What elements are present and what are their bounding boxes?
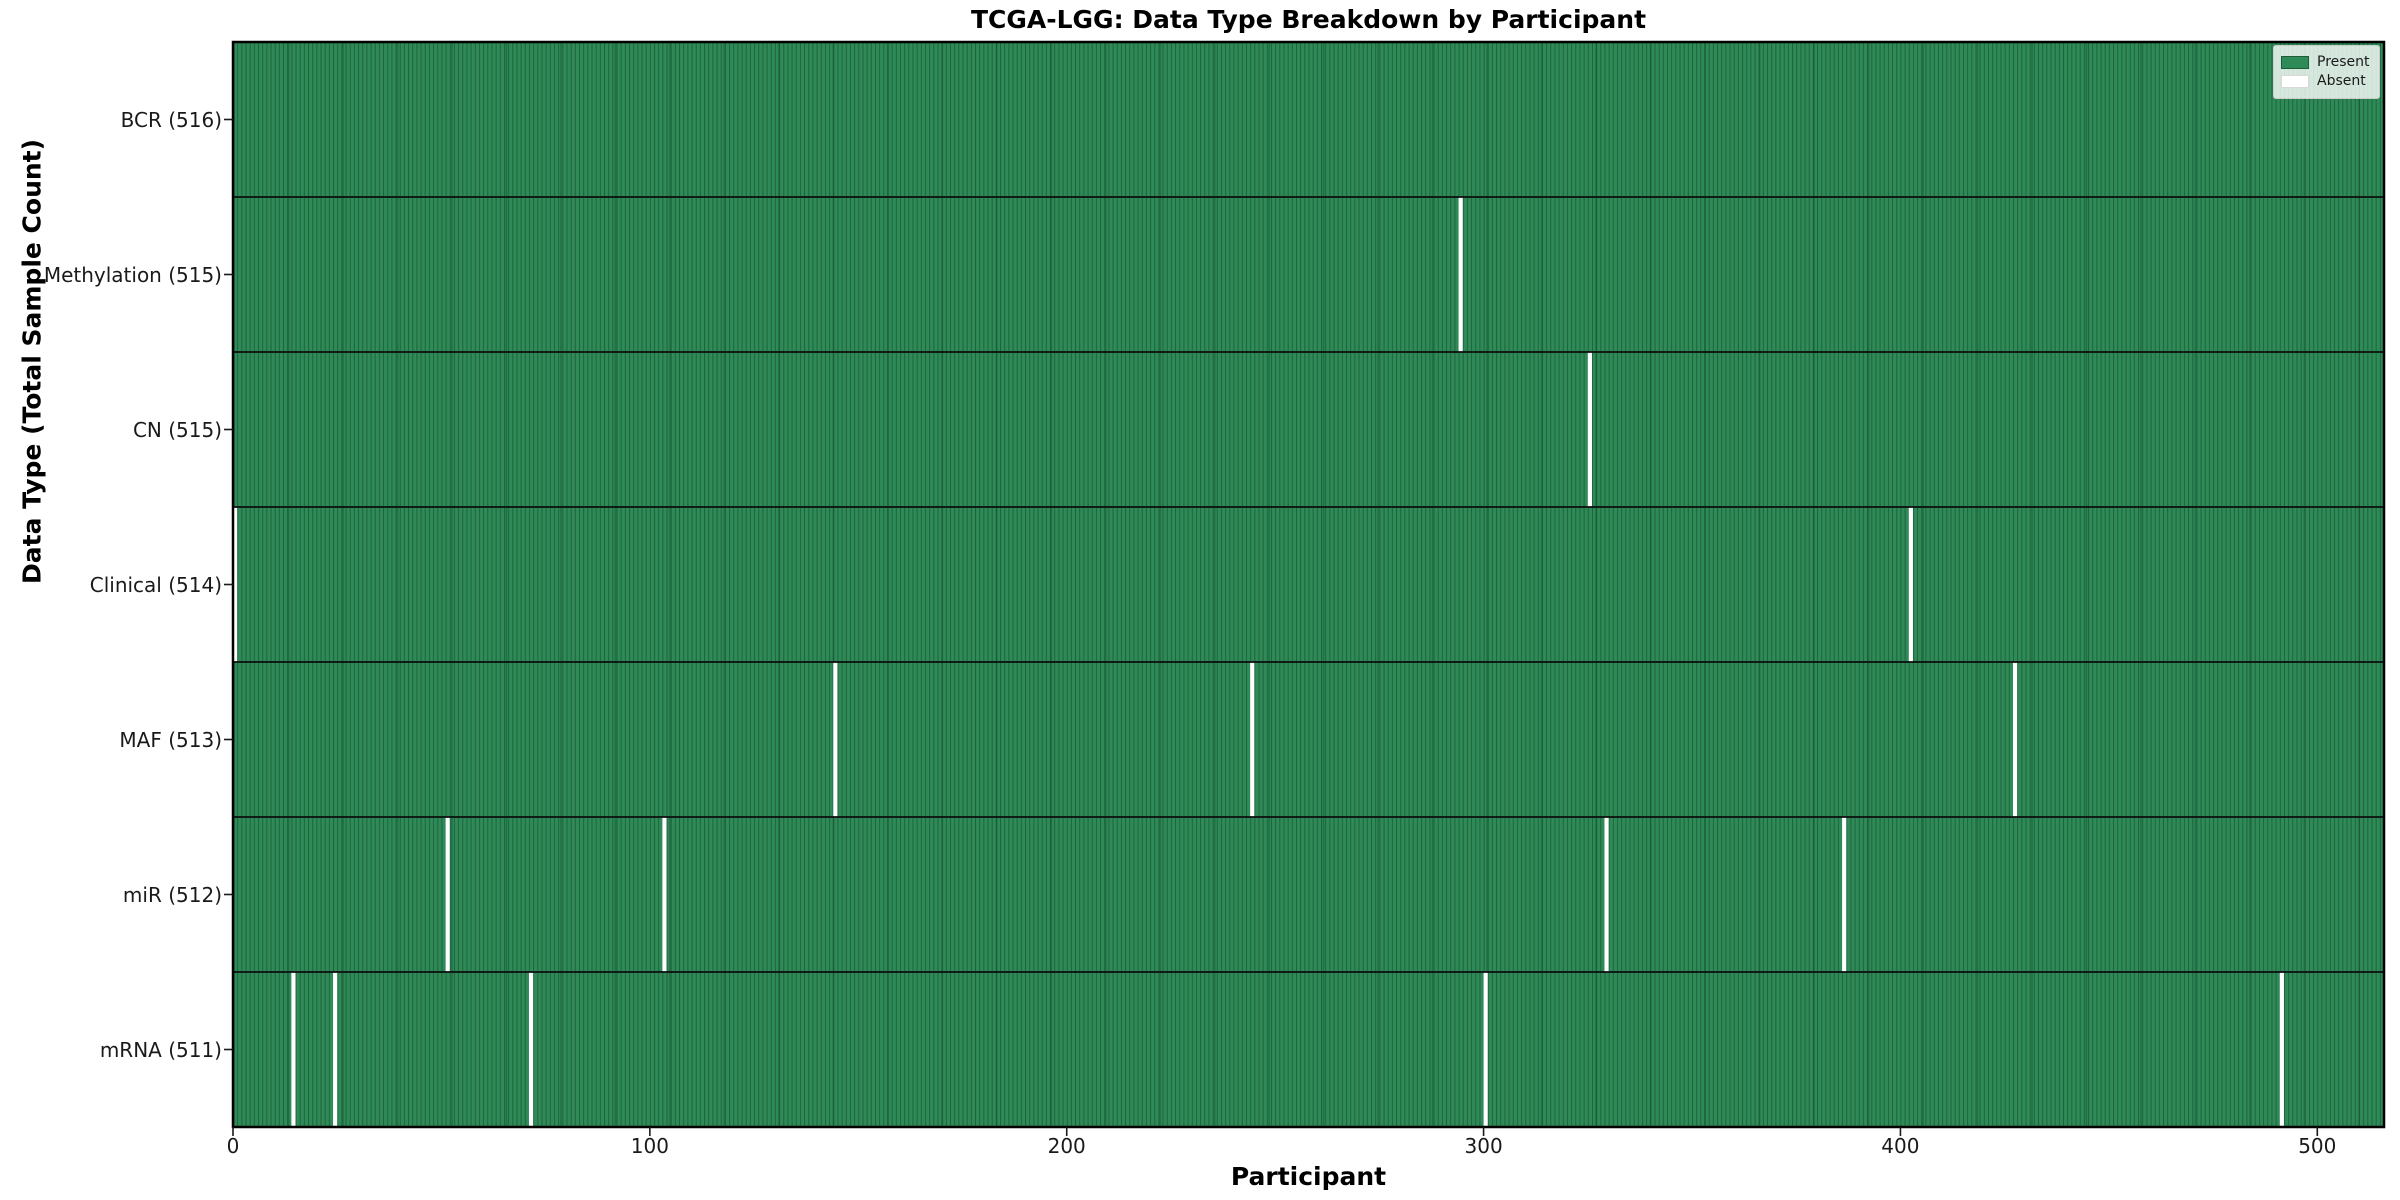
ytick-label-mRNA: mRNA (511) [99,1037,222,1062]
xtick-label-0: 0 [226,1134,240,1158]
ytick-label-miR: miR (512) [122,882,222,907]
x-axis-label: Participant [1230,1162,1387,1191]
legend-entry-present: Present [2281,54,2372,71]
legend: Present Absent [2273,45,2380,99]
legend-entry-absent: Absent [2281,73,2372,90]
ytick-label-CN: CN (515) [132,417,222,442]
legend-label-absent: Absent [2317,73,2366,89]
ytick-label-Methylation: Methylation (515) [43,262,222,287]
chart-title: TCGA-LGG: Data Type Breakdown by Partici… [970,5,1647,34]
ytick-label-BCR: BCR (516) [120,107,222,132]
absent-swatch-icon [2281,75,2309,88]
present-swatch-icon [2281,56,2309,69]
xtick-label-300: 300 [1464,1134,1503,1158]
legend-label-present: Present [2317,54,2370,70]
ytick-label-Clinical: Clinical (514) [89,572,222,597]
xtick-label-500: 500 [2298,1134,2337,1158]
ytick-label-MAF: MAF (513) [119,727,222,752]
xtick-label-100: 100 [630,1134,669,1158]
xtick-label-400: 400 [1881,1134,1920,1158]
xtick-label-200: 200 [1047,1134,1086,1158]
